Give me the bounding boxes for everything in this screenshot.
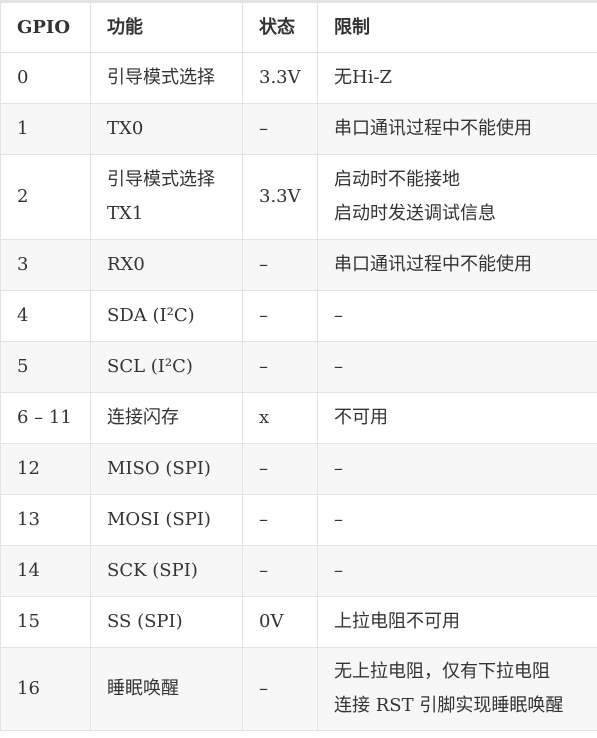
cell-function-line: RX0 xyxy=(107,254,145,275)
cell-function: RX0 xyxy=(90,239,243,291)
cell-gpio: 2 xyxy=(0,154,91,240)
cell-function: SCK (SPI) xyxy=(90,545,243,597)
cell-function-line: MISO (SPI) xyxy=(107,458,211,479)
cell-gpio: 16 xyxy=(0,647,91,731)
cell-status: – xyxy=(242,103,318,155)
header-function: 功能 xyxy=(90,0,243,53)
cell-limits-line: 上拉电阻不可用 xyxy=(334,611,460,632)
cell-function: SS (SPI) xyxy=(90,596,243,648)
table-row: 4 SDA (I²C) – – xyxy=(0,290,597,342)
cell-status: – xyxy=(242,494,318,546)
cell-limits: 不可用 xyxy=(317,392,597,444)
cell-function: 引导模式选择 xyxy=(90,52,243,104)
table-row: 2 引导模式选择 TX1 3.3V 启动时不能接地 启动时发送调试信息 xyxy=(0,154,597,240)
table-row: 13 MOSI (SPI) – – xyxy=(0,494,597,546)
cell-limits-line: – xyxy=(334,458,343,479)
cell-limits-line: 不可用 xyxy=(334,407,388,428)
cell-limits: 启动时不能接地 启动时发送调试信息 xyxy=(317,154,597,240)
cell-limits-line: 启动时不能接地 xyxy=(334,169,460,190)
cell-status: – xyxy=(242,341,318,393)
cell-limits: 无上拉电阻，仅有下拉电阻 连接 RST 引脚实现睡眠唤醒 xyxy=(317,647,597,731)
table-row: 14 SCK (SPI) – – xyxy=(0,545,597,597)
cell-function: 连接闪存 xyxy=(90,392,243,444)
cell-gpio: 0 xyxy=(0,52,91,104)
cell-function-line: TX0 xyxy=(107,118,144,139)
cell-status: – xyxy=(242,545,318,597)
cell-status: – xyxy=(242,443,318,495)
table-header-row: GPIO 功能 状态 限制 xyxy=(0,0,597,53)
cell-gpio: 14 xyxy=(0,545,91,597)
header-limits: 限制 xyxy=(317,0,597,53)
cell-function-line: 连接闪存 xyxy=(107,407,179,428)
cell-function-line: MOSI (SPI) xyxy=(107,509,211,530)
cell-function-line: 引导模式选择 xyxy=(107,67,215,88)
cell-limits-line: 无Hi-Z xyxy=(334,67,393,88)
cell-limits-line: 无上拉电阻，仅有下拉电阻 xyxy=(334,661,550,682)
cell-gpio: 13 xyxy=(0,494,91,546)
header-gpio: GPIO xyxy=(0,0,91,53)
cell-function-line: SS (SPI) xyxy=(107,611,183,632)
cell-function-line: TX1 xyxy=(107,203,144,224)
cell-function: MISO (SPI) xyxy=(90,443,243,495)
table-row: 15 SS (SPI) 0V 上拉电阻不可用 xyxy=(0,596,597,648)
cell-gpio: 5 xyxy=(0,341,91,393)
cell-limits-line: 连接 RST 引脚实现睡眠唤醒 xyxy=(334,695,564,716)
cell-status: – xyxy=(242,647,318,731)
table-row: 16 睡眠唤醒 – 无上拉电阻，仅有下拉电阻 连接 RST 引脚实现睡眠唤醒 xyxy=(0,647,597,731)
cell-function: SDA (I²C) xyxy=(90,290,243,342)
cell-limits: 串口通讯过程中不能使用 xyxy=(317,103,597,155)
cell-gpio: 1 xyxy=(0,103,91,155)
cell-status: 3.3V xyxy=(242,52,318,104)
cell-function-line: 睡眠唤醒 xyxy=(107,678,179,699)
header-status: 状态 xyxy=(242,0,318,53)
cell-limits-line: 串口通讯过程中不能使用 xyxy=(334,254,532,275)
cell-limits-line: – xyxy=(334,560,343,581)
cell-limits-line: 串口通讯过程中不能使用 xyxy=(334,118,532,139)
cell-gpio: 12 xyxy=(0,443,91,495)
cell-gpio: 15 xyxy=(0,596,91,648)
cell-gpio: 4 xyxy=(0,290,91,342)
cell-limits: – xyxy=(317,545,597,597)
cell-limits: 串口通讯过程中不能使用 xyxy=(317,239,597,291)
cell-limits: 无Hi-Z xyxy=(317,52,597,104)
cell-limits: – xyxy=(317,494,597,546)
cell-status: 3.3V xyxy=(242,154,318,240)
cell-limits-line: – xyxy=(334,356,343,377)
cell-status: – xyxy=(242,290,318,342)
cell-limits-line: – xyxy=(334,305,343,326)
cell-function-line: SCL (I²C) xyxy=(107,356,193,377)
table-row: 0 引导模式选择 3.3V 无Hi-Z xyxy=(0,52,597,104)
cell-limits: – xyxy=(317,290,597,342)
table-row: 3 RX0 – 串口通讯过程中不能使用 xyxy=(0,239,597,291)
table-row: 5 SCL (I²C) – – xyxy=(0,341,597,393)
cell-gpio: 3 xyxy=(0,239,91,291)
cell-status: – xyxy=(242,239,318,291)
cell-gpio: 6 – 11 xyxy=(0,392,91,444)
cell-function-line: SDA (I²C) xyxy=(107,305,195,326)
table-row: 12 MISO (SPI) – – xyxy=(0,443,597,495)
cell-function: 睡眠唤醒 xyxy=(90,647,243,731)
cell-limits-line: – xyxy=(334,509,343,530)
table-row: 6 – 11 连接闪存 x 不可用 xyxy=(0,392,597,444)
cell-limits: 上拉电阻不可用 xyxy=(317,596,597,648)
cell-status: x xyxy=(242,392,318,444)
cell-function-line: SCK (SPI) xyxy=(107,560,198,581)
cell-function: SCL (I²C) xyxy=(90,341,243,393)
cell-function: TX0 xyxy=(90,103,243,155)
table-row: 1 TX0 – 串口通讯过程中不能使用 xyxy=(0,103,597,155)
cell-function: MOSI (SPI) xyxy=(90,494,243,546)
cell-limits: – xyxy=(317,341,597,393)
cell-status: 0V xyxy=(242,596,318,648)
cell-limits: – xyxy=(317,443,597,495)
cell-function-line: 引导模式选择 xyxy=(107,169,215,190)
cell-function: 引导模式选择 TX1 xyxy=(90,154,243,240)
cell-limits-line: 启动时发送调试信息 xyxy=(334,203,496,224)
